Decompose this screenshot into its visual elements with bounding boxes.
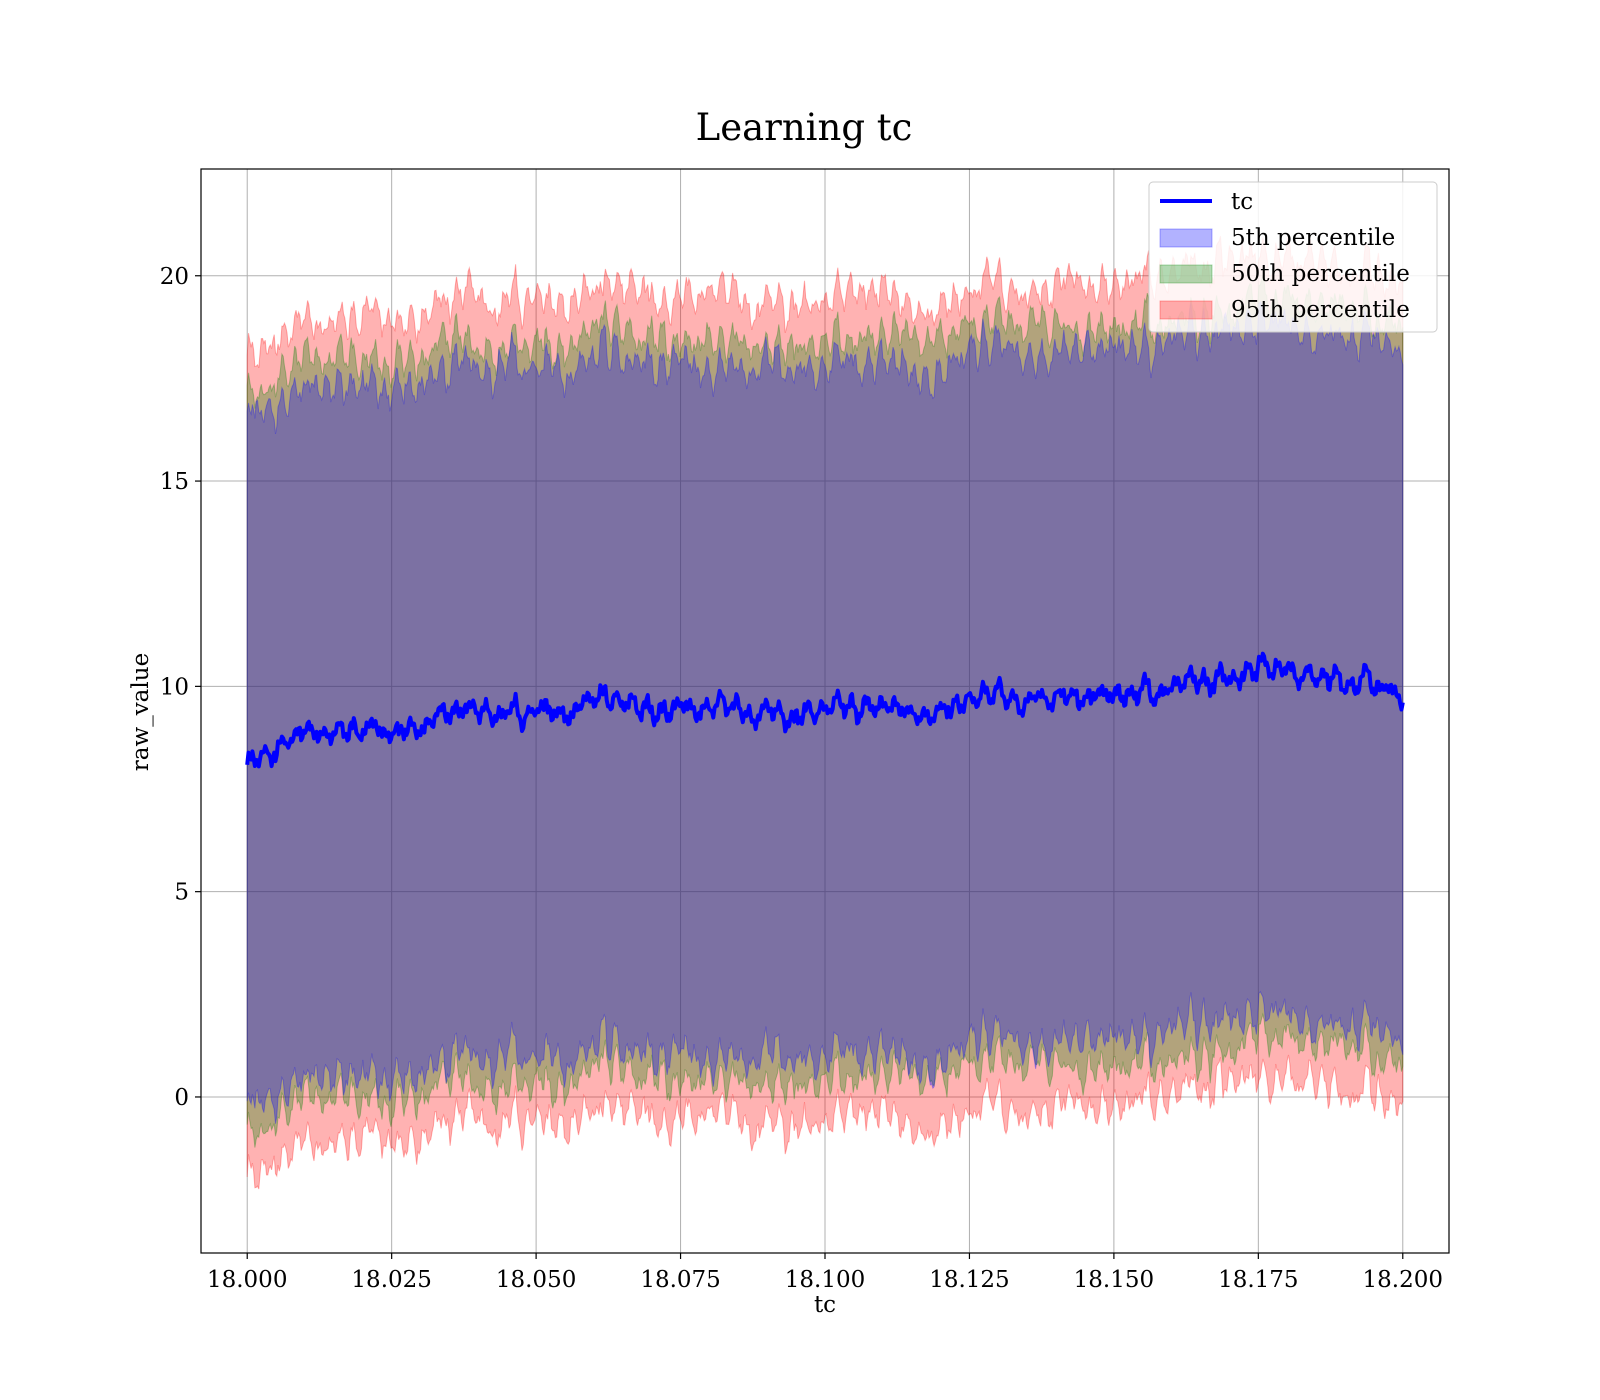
x-tick-label: 18.025 [351,1267,431,1293]
legend-label-band-1: 50th percentile [1231,261,1410,287]
y-axis-label: raw_value [128,653,154,771]
y-axis-ticks: 0 5 10 15 20 [160,264,201,1111]
y-tick-label: 15 [160,469,189,495]
chart-title: Learning tc [696,106,913,149]
legend-label-band-0: 5th percentile [1231,225,1395,251]
band-layer [246,233,1404,1190]
legend-swatch-band-0 [1159,228,1213,248]
x-axis-label: tc [814,1292,836,1318]
legend-swatch-band-1 [1159,264,1213,284]
band-50th-percentile [246,273,1404,1148]
series-line-tc [245,651,1405,769]
y-tick-label: 20 [160,264,189,290]
x-tick-label: 18.100 [785,1267,865,1293]
legend-swatch-band-2 [1159,300,1213,320]
x-tick-label: 18.175 [1218,1267,1298,1293]
x-tick-label: 18.150 [1074,1267,1154,1293]
legend-label-tc: tc [1231,189,1253,215]
line-layer [245,651,1405,769]
y-tick-label: 5 [174,880,189,906]
y-tick-label: 0 [174,1085,189,1111]
y-tick-label: 10 [160,674,189,700]
legend-label-band-2: 95th percentile [1231,297,1410,323]
legend-box [1148,181,1438,333]
x-tick-label: 18.125 [929,1267,1009,1293]
band-5th-percentile [246,300,1404,1124]
x-tick-label: 18.000 [207,1267,287,1293]
x-tick-label: 18.200 [1363,1267,1443,1293]
x-tick-label: 18.050 [496,1267,576,1293]
x-axis-ticks: 18.000 18.025 18.050 18.075 18.100 18.125 18.1… [207,1253,1443,1293]
legend: tc 5th percentile 50th percentile 95th p… [1148,181,1438,333]
x-tick-label: 18.075 [640,1267,720,1293]
